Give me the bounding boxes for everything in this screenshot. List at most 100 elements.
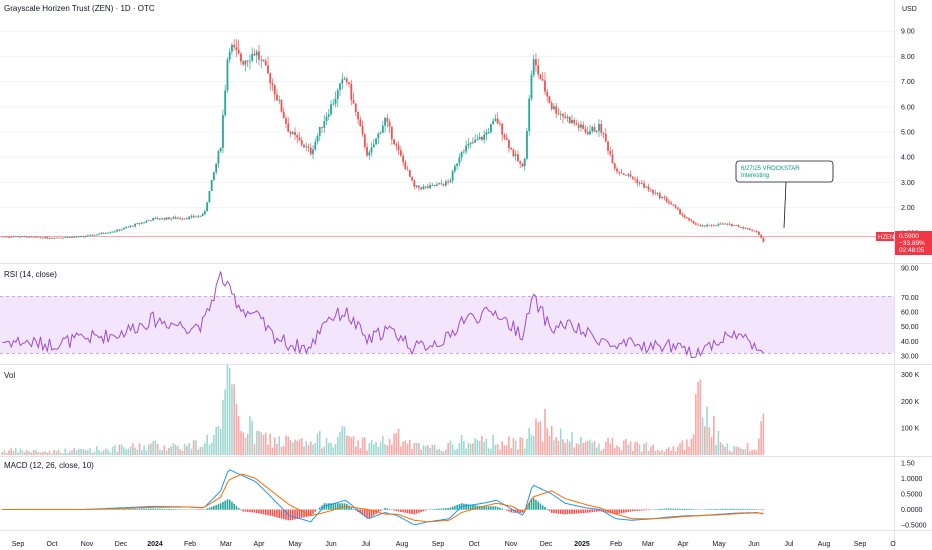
volume-bar <box>341 426 344 455</box>
rsi-axis-tick: 90.00 <box>901 266 919 273</box>
macd-histogram-bar <box>715 508 717 510</box>
candle-body <box>499 123 501 125</box>
macd-histogram-bar <box>314 509 317 512</box>
macd-histogram-bar <box>634 509 636 512</box>
volume-bar <box>555 437 558 455</box>
volume-bar <box>449 440 452 455</box>
volume-bar <box>762 413 765 455</box>
candle-body <box>649 189 652 191</box>
candle-body <box>14 236 17 238</box>
macd-histogram-bar <box>143 508 145 510</box>
rsi-line <box>2 271 764 358</box>
candle-body <box>260 59 263 61</box>
candle-body <box>710 224 713 226</box>
macd-histogram-bar <box>451 506 454 510</box>
volume-bar <box>472 443 474 455</box>
candle-body <box>199 215 202 217</box>
volume-bar <box>409 439 411 455</box>
volume-bar <box>728 450 731 455</box>
candle-body <box>424 186 427 188</box>
macd-histogram-bar <box>631 509 634 512</box>
macd-histogram-bar <box>683 508 686 510</box>
macd-axis[interactable]: 1.50 1.0000 0.5000 0.0000 −0.5000 <box>901 461 927 530</box>
time-axis-label: O <box>890 541 896 548</box>
candle-body <box>19 236 22 238</box>
candle-body <box>80 236 82 237</box>
macd-histogram-bar <box>521 509 524 513</box>
volume-bar <box>505 445 508 455</box>
macd-histogram-bar <box>264 509 267 515</box>
candle-body <box>186 218 188 220</box>
volume-bar <box>670 450 672 455</box>
candle-body <box>406 169 409 171</box>
candle-body <box>161 218 164 220</box>
candle-body <box>548 96 551 103</box>
macd-histogram-bar <box>406 509 409 514</box>
rsi-axis-tick: 70.00 <box>901 295 919 302</box>
macd-histogram-bar <box>303 509 305 518</box>
candle-body <box>438 183 441 185</box>
macd-histogram-bar <box>370 509 373 517</box>
volume-bar <box>312 444 314 455</box>
volume-bar <box>307 445 310 455</box>
macd-histogram-bar <box>557 509 560 514</box>
macd-histogram-bar <box>415 509 418 514</box>
time-axis-label: Sep <box>12 541 25 548</box>
volume-bar <box>737 447 740 455</box>
volume-bar <box>177 446 179 455</box>
macd-histogram-bar <box>575 509 578 514</box>
volume-bar <box>240 430 242 455</box>
candle-body <box>456 163 459 167</box>
volume-bar <box>589 439 591 455</box>
volume-bar <box>537 422 540 455</box>
volume-axis[interactable]: 300 K 200 K 100 K <box>901 372 920 433</box>
volume-bar <box>172 443 175 455</box>
macd-histogram-bar <box>273 509 276 517</box>
candle-body <box>237 49 240 54</box>
time-axis-label: Feb <box>184 541 196 548</box>
time-axis-label: Dec <box>115 541 128 548</box>
volume-bar <box>611 437 614 455</box>
volume-bar <box>161 450 163 455</box>
macd-histogram-bar <box>321 505 323 510</box>
candle-body <box>244 60 247 65</box>
candle-body <box>746 227 749 229</box>
candle-body <box>521 163 524 167</box>
volume-bar <box>643 443 645 455</box>
macd-histogram-bar <box>670 508 672 510</box>
candle-body <box>215 163 218 173</box>
time-axis[interactable]: Sep Oct Nov Dec 2024 Feb Mar Apr May Jun Jul Aug Sep… <box>12 541 897 548</box>
volume-bar <box>3 450 6 455</box>
macd-histogram-bar <box>454 505 456 510</box>
candle-body <box>366 146 368 156</box>
volume-bar <box>404 440 407 455</box>
macd-histogram-bar <box>402 509 404 513</box>
macd-histogram-bar <box>147 508 150 510</box>
volume-bar <box>255 430 258 455</box>
candle-body <box>298 137 301 141</box>
rsi-title: RSI (14, close) <box>4 270 57 279</box>
candle-body <box>465 145 468 152</box>
volume-bar <box>129 446 132 455</box>
candle-body <box>240 53 242 62</box>
volume-bar <box>190 448 193 455</box>
volume-bar <box>145 450 148 455</box>
volume-bar <box>204 443 206 455</box>
candle-body <box>735 225 738 226</box>
volume-bar <box>348 436 350 455</box>
idea-annotation[interactable]: 6/27/25 VROCKSTAR Interesting <box>735 160 834 229</box>
macd-histogram-bar <box>598 509 600 512</box>
volume-bar <box>375 442 377 455</box>
price-axis[interactable]: 9.008.007.006.005.004.003.002.001.000 <box>901 29 919 238</box>
macd-histogram-bar <box>260 509 263 514</box>
candle-body <box>744 227 747 229</box>
volume-bar <box>674 451 677 455</box>
volume-bar <box>476 439 479 455</box>
macd-histogram-bar <box>593 509 596 512</box>
time-axis-label: May <box>288 541 302 548</box>
volume-bar <box>602 449 605 455</box>
rsi-axis[interactable]: 90.00 70.00 60.00 50.00 40.00 30.00 <box>901 266 919 361</box>
macd-histogram-bar <box>674 508 677 510</box>
macd-histogram-bar <box>226 499 229 510</box>
